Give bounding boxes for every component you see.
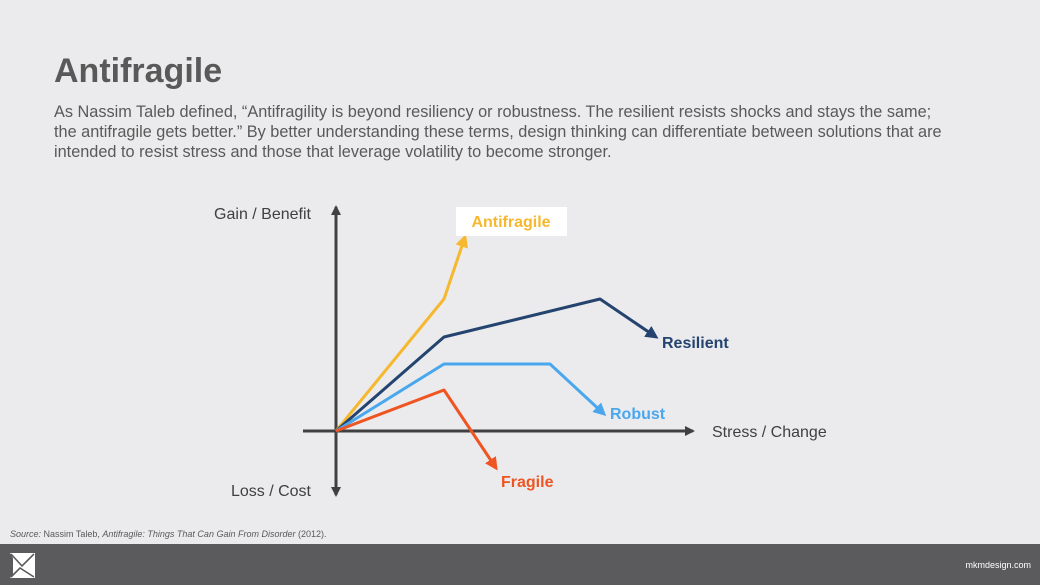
source-work-title: Antifragile: Things That Can Gain From D… (102, 529, 296, 539)
source-citation: Source: Nassim Taleb, Antifragile: Thing… (10, 529, 327, 539)
resilient-label: Resilient (662, 335, 729, 352)
antifragile-label: Antifragile (471, 214, 550, 231)
robust-line (335, 362, 607, 433)
robust-label: Robust (610, 406, 666, 423)
x-axis-label: Stress / Change (712, 424, 827, 441)
footer-bar: mkmdesign.com (0, 544, 1040, 585)
source-prefix: Source: (10, 529, 42, 539)
y-axis-positive-label: Gain / Benefit (214, 206, 312, 223)
antifragile-line (334, 234, 468, 432)
y-axis-negative-label: Loss / Cost (231, 483, 312, 500)
source-year: (2012). (295, 529, 327, 539)
resilient-line (335, 297, 659, 433)
mkm-logo-icon (10, 553, 35, 578)
antifragile-label-box (456, 207, 567, 236)
fragile-line (335, 388, 498, 471)
fragile-label: Fragile (501, 474, 554, 491)
source-author: Nassim Taleb, (41, 529, 103, 539)
slide-title: Antifragile (54, 52, 223, 90)
footer-website: mkmdesign.com (965, 560, 1031, 570)
slide-description: As Nassim Taleb defined, “Antifragility … (54, 103, 942, 161)
